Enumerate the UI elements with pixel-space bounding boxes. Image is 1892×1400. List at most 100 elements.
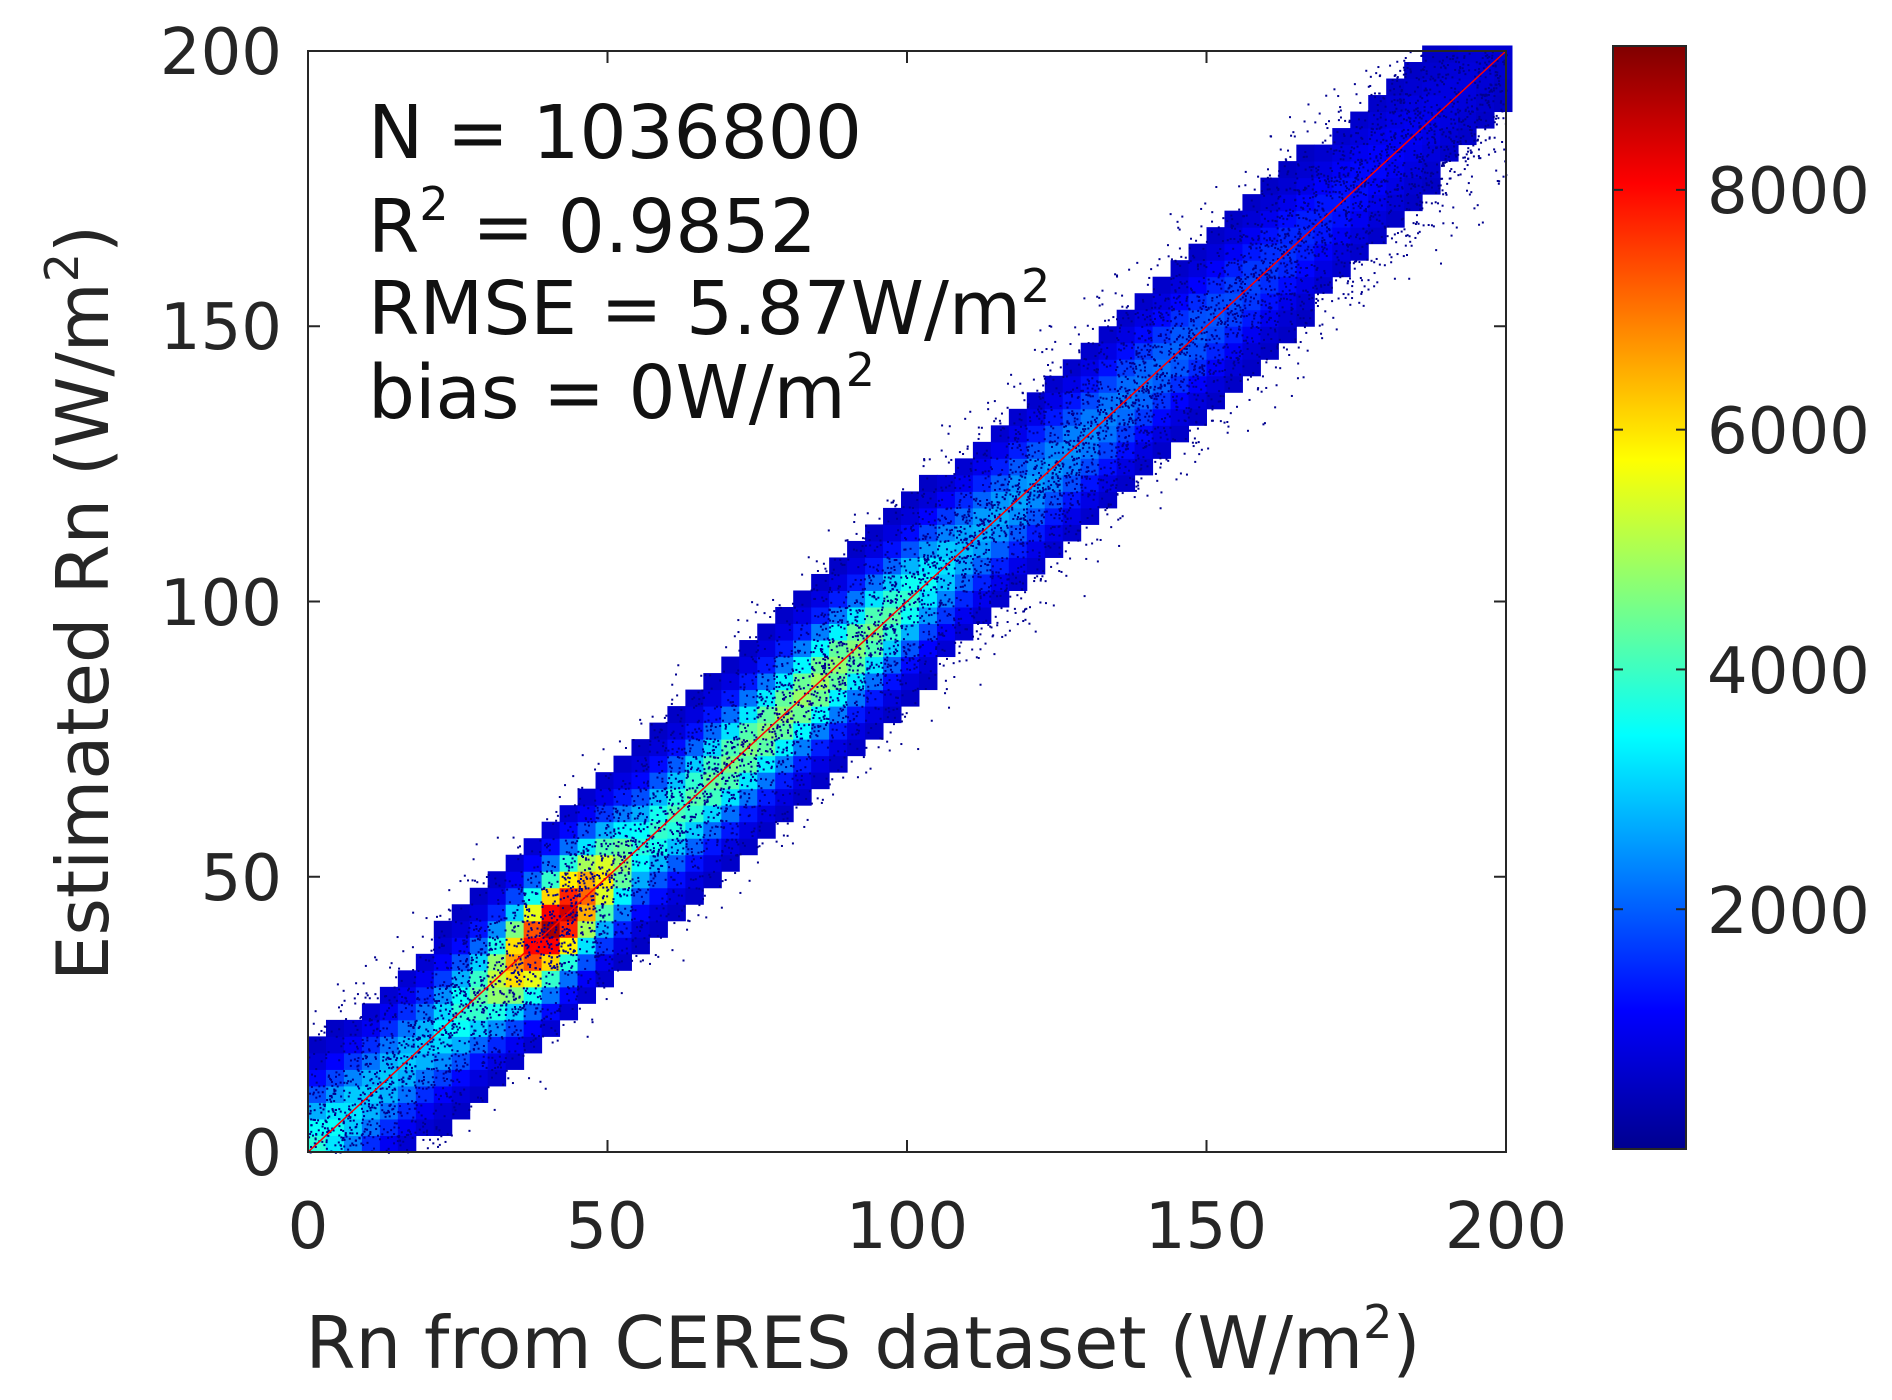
- scatter-point: [874, 684, 877, 687]
- scatter-point: [1252, 372, 1255, 375]
- scatter-point: [1325, 94, 1328, 97]
- scatter-point: [1390, 136, 1393, 139]
- scatter-point: [616, 892, 619, 895]
- scatter-point: [512, 1011, 515, 1014]
- scatter-point: [672, 795, 675, 798]
- scatter-point: [942, 559, 945, 562]
- density-cell: [1296, 144, 1315, 162]
- scatter-point: [596, 982, 599, 985]
- scatter-point: [1473, 121, 1476, 124]
- scatter-point: [1497, 182, 1500, 185]
- scatter-point: [970, 462, 973, 465]
- scatter-point: [592, 945, 595, 948]
- scatter-point: [1477, 135, 1480, 138]
- scatter-point: [359, 1017, 362, 1020]
- scatter-point: [1306, 204, 1309, 207]
- scatter-point: [1418, 204, 1421, 207]
- scatter-point: [753, 660, 756, 663]
- scatter-point: [1222, 217, 1225, 220]
- scatter-point: [1040, 407, 1043, 410]
- scatter-point: [658, 848, 661, 851]
- scatter-point: [1437, 114, 1440, 117]
- scatter-point: [1471, 105, 1474, 108]
- scatter-point: [1179, 374, 1182, 377]
- scatter-point: [1071, 504, 1074, 507]
- scatter-point: [744, 740, 747, 743]
- scatter-point: [1399, 69, 1402, 72]
- scatter-point: [533, 1003, 536, 1006]
- scatter-point: [880, 642, 883, 645]
- scatter-point: [423, 998, 426, 1001]
- scatter-point: [1104, 424, 1107, 427]
- scatter-point: [963, 584, 966, 587]
- scatter-point: [1466, 189, 1469, 192]
- scatter-point: [803, 651, 806, 654]
- scatter-point: [390, 1076, 393, 1079]
- scatter-point: [884, 662, 887, 665]
- scatter-point: [645, 860, 648, 863]
- scatter-point: [1188, 247, 1191, 250]
- scatter-point: [915, 522, 918, 525]
- scatter-point: [1401, 186, 1404, 189]
- scatter-point: [581, 786, 584, 789]
- scatter-point: [1026, 456, 1029, 459]
- density-cell: [739, 656, 758, 674]
- scatter-point: [687, 848, 690, 851]
- scatter-point: [846, 663, 849, 666]
- density-cell: [1080, 474, 1100, 492]
- scatter-point: [886, 740, 889, 743]
- scatter-point: [827, 718, 830, 721]
- scatter-point: [724, 724, 727, 727]
- density-cell: [1278, 260, 1297, 278]
- scatter-point: [460, 922, 463, 925]
- scatter-point: [839, 609, 842, 612]
- scatter-point: [831, 736, 834, 739]
- scatter-point: [681, 736, 684, 739]
- scatter-point: [528, 953, 531, 956]
- scatter-point: [1175, 401, 1178, 404]
- scatter-point: [393, 1133, 396, 1136]
- scatter-point: [959, 585, 962, 588]
- scatter-point: [857, 724, 860, 727]
- scatter-point: [1039, 578, 1042, 581]
- scatter-point: [776, 725, 779, 728]
- scatter-point: [822, 667, 825, 670]
- scatter-point: [895, 552, 898, 555]
- scatter-point: [344, 1074, 347, 1077]
- scatter-point: [852, 693, 855, 696]
- scatter-point: [953, 619, 956, 622]
- scatter-point: [883, 597, 886, 600]
- scatter-point: [637, 827, 640, 830]
- scatter-point: [1192, 324, 1195, 327]
- scatter-point: [594, 956, 597, 959]
- scatter-point: [1238, 346, 1241, 349]
- scatter-point: [578, 881, 581, 884]
- scatter-point: [959, 525, 962, 528]
- scatter-point: [1292, 210, 1295, 213]
- scatter-point: [1343, 262, 1346, 265]
- scatter-point: [388, 1046, 391, 1049]
- density-cell: [451, 920, 471, 938]
- scatter-point: [1350, 167, 1353, 170]
- scatter-point: [1004, 494, 1007, 497]
- scatter-point: [800, 634, 803, 637]
- scatter-point: [831, 625, 834, 628]
- scatter-point: [1101, 341, 1104, 344]
- scatter-point: [325, 1057, 328, 1060]
- density-cell: [577, 986, 597, 1004]
- scatter-point: [1042, 570, 1045, 573]
- scatter-point: [610, 876, 613, 879]
- scatter-point: [1078, 474, 1081, 477]
- scatter-point: [578, 893, 581, 896]
- scatter-point: [928, 607, 931, 610]
- scatter-point: [1413, 109, 1416, 112]
- scatter-point: [1057, 477, 1060, 480]
- scatter-point: [1257, 326, 1260, 329]
- scatter-point: [1007, 436, 1010, 439]
- scatter-point: [809, 757, 812, 760]
- scatter-point: [454, 985, 457, 988]
- scatter-point: [540, 990, 543, 993]
- scatter-point: [1386, 180, 1389, 183]
- scatter-point: [1101, 403, 1104, 406]
- scatter-point: [1229, 298, 1232, 301]
